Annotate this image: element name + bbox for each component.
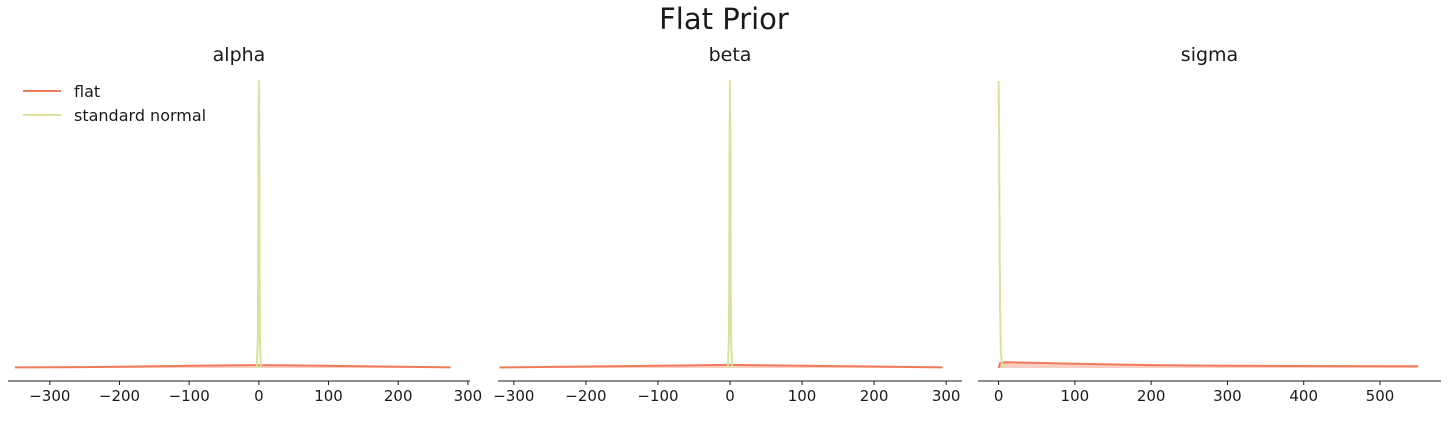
subplot-sigma: sigma 0 100 200 300 400 500 — [978, 44, 1441, 405]
legend: flat standard normal — [23, 82, 206, 125]
legend-label-standard-normal: standard normal — [74, 106, 206, 125]
x-tick-label: −100 — [169, 387, 210, 405]
subplots: alpha −300 −200 −100 0 100 200 300 beta −300 −200 −… — [8, 44, 1441, 405]
x-tick-label: 300 — [932, 387, 961, 405]
x-tick-label: 100 — [1061, 387, 1090, 405]
x-tick-label: −200 — [565, 387, 606, 405]
subplot-beta: beta −300 −200 −100 0 100 200 300 — [493, 44, 962, 405]
figure-title: Flat Prior — [659, 2, 789, 36]
x-tick-label: 200 — [384, 387, 413, 405]
x-tick-label: 300 — [454, 387, 483, 405]
x-tick-label: 0 — [994, 387, 1004, 405]
x-tick-label: 400 — [1289, 387, 1318, 405]
subplot-title: beta — [709, 44, 752, 66]
series-line-standard-normal — [726, 80, 734, 369]
x-tick-label: 500 — [1366, 387, 1395, 405]
x-tick-label: 300 — [1213, 387, 1242, 405]
x-tick-label: 100 — [788, 387, 817, 405]
series-line-flat — [14, 364, 451, 369]
x-tick-label: 0 — [254, 387, 264, 405]
x-tick-label: 100 — [314, 387, 343, 405]
x-tick-label: −100 — [637, 387, 678, 405]
x-tick-label: −300 — [29, 387, 70, 405]
series-line-flat — [499, 363, 943, 369]
x-tick-label: 200 — [1137, 387, 1166, 405]
series-line-standard-normal — [997, 80, 1004, 369]
series-line-standard-normal — [255, 80, 262, 369]
legend-label-flat: flat — [74, 82, 100, 101]
x-tick-label: 0 — [725, 387, 735, 405]
x-tick-label: 200 — [860, 387, 889, 405]
subplot-title: alpha — [213, 44, 266, 66]
subplot-alpha: alpha −300 −200 −100 0 100 200 300 — [8, 44, 482, 405]
x-tick-label: −200 — [99, 387, 140, 405]
subplot-title: sigma — [1181, 44, 1238, 66]
x-tick-label: −300 — [493, 387, 534, 405]
